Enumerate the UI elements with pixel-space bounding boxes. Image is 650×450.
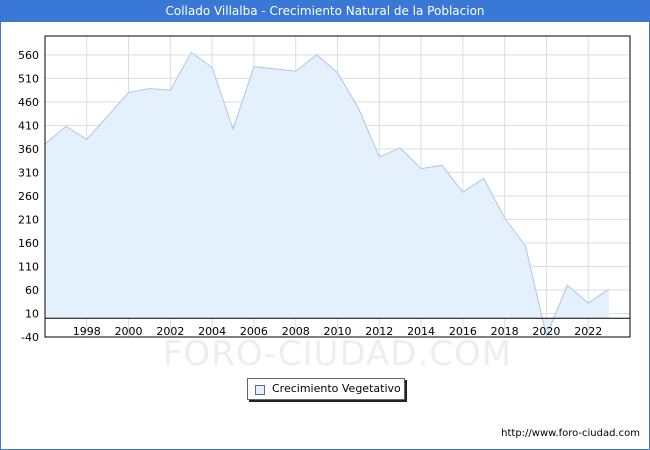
y-tick-label: 60 <box>25 284 39 297</box>
y-tick-label: 310 <box>18 166 39 179</box>
x-tick-label: 2008 <box>282 325 310 338</box>
x-tick-label: 2006 <box>240 325 268 338</box>
x-tick-label: 2018 <box>491 325 519 338</box>
x-tick-label: 2004 <box>198 325 226 338</box>
x-tick-label: 2000 <box>115 325 143 338</box>
legend: Crecimiento Vegetativo <box>247 378 405 400</box>
x-tick-label: 2016 <box>449 325 477 338</box>
x-tick-label: 2020 <box>532 325 560 338</box>
watermark: FORO-CIUDAD.COM <box>162 334 513 374</box>
legend-swatch <box>255 385 265 395</box>
x-tick-label: 2010 <box>324 325 352 338</box>
y-axis-ticks: 560 510 460 410 360 310 260 210 160 110 60 10 -40 <box>18 49 39 344</box>
y-tick-label: 260 <box>18 190 39 203</box>
y-tick-label: 410 <box>18 119 39 132</box>
series-line-crecimiento-vegetativo <box>44 51 610 338</box>
source-url[interactable]: http://www.foro-ciudad.com <box>501 428 640 439</box>
y-tick-label: 510 <box>18 72 39 85</box>
y-tick-label: 210 <box>18 213 39 226</box>
y-tick-label: 460 <box>18 96 39 109</box>
x-tick-label: 2022 <box>574 325 602 338</box>
chart-title: Collado Villalba - Crecimiento Natural d… <box>0 0 650 22</box>
y-tick-label: -40 <box>21 331 39 344</box>
y-tick-label: 160 <box>18 237 39 250</box>
x-tick-label: 2014 <box>407 325 435 338</box>
y-tick-label: 560 <box>18 49 39 62</box>
y-tick-label: 110 <box>18 260 39 273</box>
x-axis-ticks: 1998 2000 2002 2004 2006 2008 2010 2012 2014 2016… <box>73 325 602 338</box>
x-tick-label: 2012 <box>365 325 393 338</box>
plot-area-border <box>44 35 631 338</box>
y-tick-label: 360 <box>18 143 39 156</box>
x-tick-label: 1998 <box>73 325 101 338</box>
y-tick-label: 10 <box>25 307 39 320</box>
legend-label: Crecimiento Vegetativo <box>272 382 401 395</box>
x-tick-label: 2002 <box>156 325 184 338</box>
series-area-crecimiento-vegetativo <box>45 52 610 337</box>
